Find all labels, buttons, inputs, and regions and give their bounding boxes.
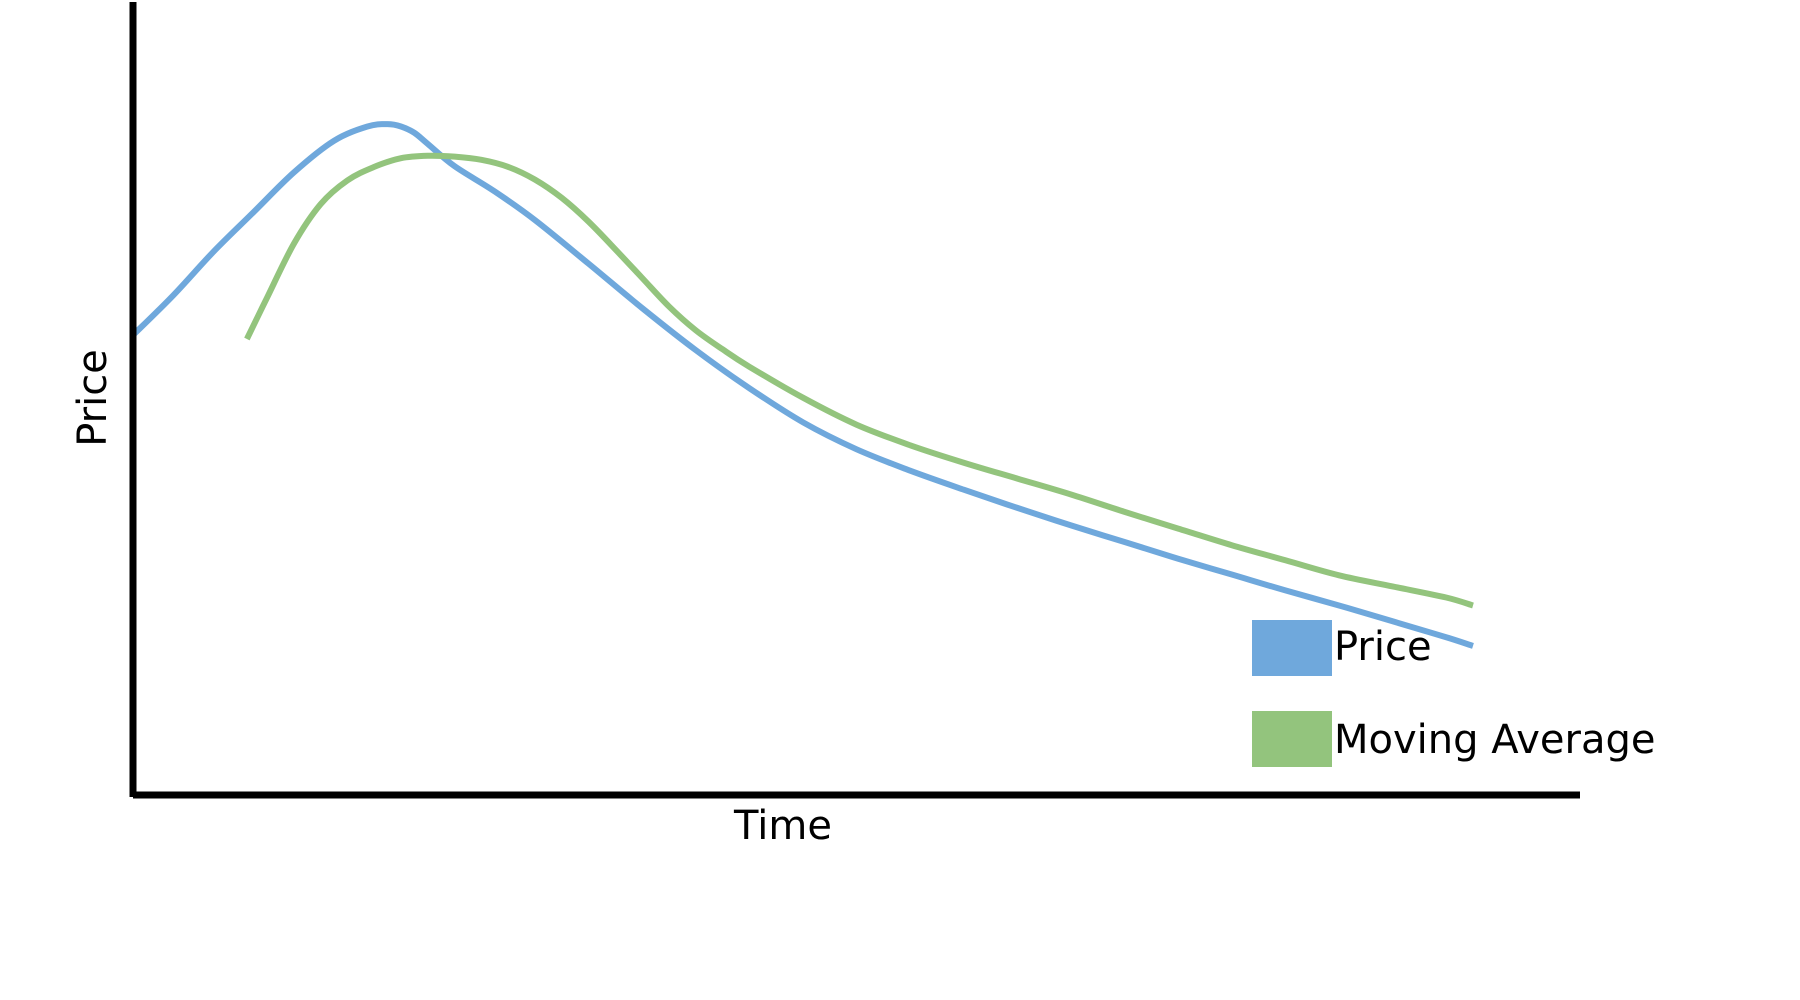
legend-swatch-price <box>1252 620 1332 676</box>
y-axis-title: Price <box>70 349 116 447</box>
legend-label-moving-average: Moving Average <box>1334 717 1655 763</box>
x-axis-title: Time <box>733 803 832 849</box>
series-line-moving-average <box>244 152 1474 609</box>
series-layer <box>130 121 1474 649</box>
legend: Price Moving Average <box>1252 620 1655 767</box>
legend-swatch-moving-average <box>1252 711 1332 767</box>
series-line-price <box>130 121 1474 649</box>
legend-label-price: Price <box>1334 624 1432 670</box>
